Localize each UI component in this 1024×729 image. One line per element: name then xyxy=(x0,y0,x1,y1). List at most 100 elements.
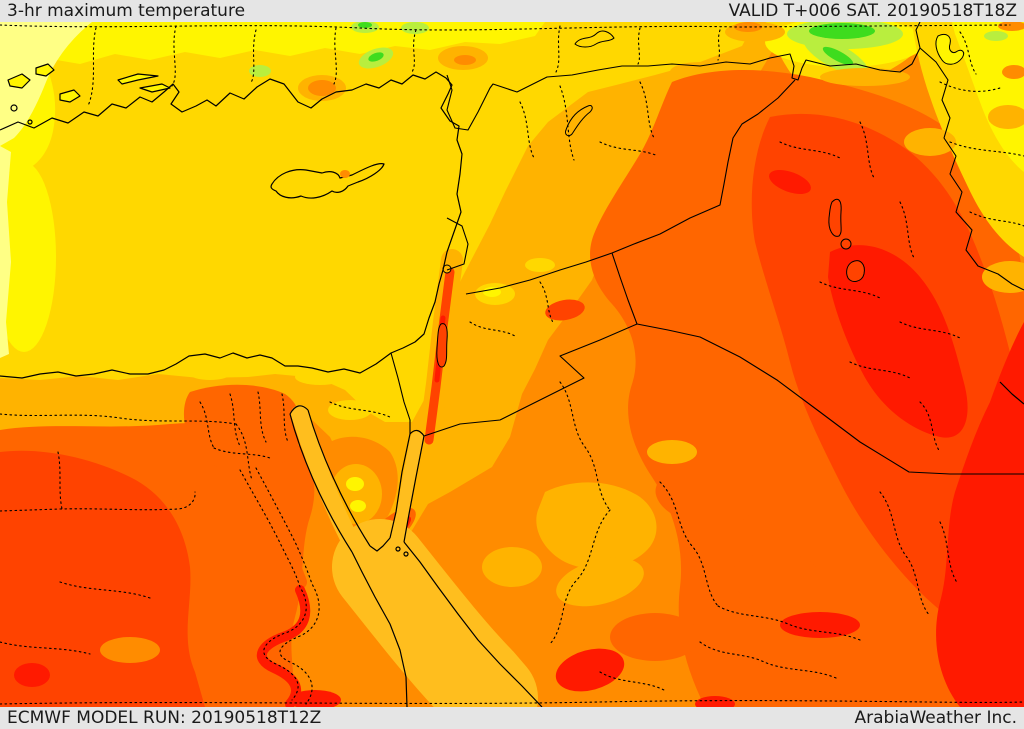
temp-dab-red xyxy=(769,169,811,195)
admin-boundary xyxy=(959,31,977,75)
admin-boundary xyxy=(257,391,267,443)
temp-dab-orange xyxy=(1002,65,1024,79)
admin-boundary xyxy=(229,393,241,447)
temp-dab-orange xyxy=(308,80,336,96)
country-borders xyxy=(390,22,1024,475)
temp-region-red-right-edge xyxy=(936,322,1024,707)
mediterranean-coastline xyxy=(0,71,463,379)
lake-tharthar xyxy=(828,198,842,237)
temp-dab-red-orange xyxy=(545,299,585,321)
aegean-island xyxy=(59,89,81,103)
admin-boundary xyxy=(879,491,931,617)
admin-boundary xyxy=(639,81,655,139)
admin-boundary xyxy=(329,401,393,419)
admin-boundary xyxy=(539,281,555,325)
admin-boundary xyxy=(919,401,941,453)
admin-boundary xyxy=(59,581,151,599)
temp-dab-yellow xyxy=(346,477,364,491)
admin-boundary xyxy=(599,671,665,691)
lake-habbaniyah xyxy=(840,238,852,250)
border-turkey-syria xyxy=(446,22,921,131)
temp-dab-amber xyxy=(820,68,910,86)
admin-boundary xyxy=(281,393,289,443)
admin-boundary xyxy=(519,101,535,159)
cyprus-warm-dot xyxy=(340,170,350,178)
dead-sea xyxy=(436,323,448,368)
admin-boundary xyxy=(899,321,961,339)
temp-dab-gold xyxy=(295,369,345,385)
admin-boundary xyxy=(859,121,875,179)
footer-bar: ECMWF MODEL RUN: 20190518T12Z ArabiaWeat… xyxy=(0,707,1024,729)
aegean-island xyxy=(27,119,33,125)
admin-boundary xyxy=(0,24,1011,31)
sinai-tip-coast xyxy=(369,537,391,552)
admin-boundary xyxy=(235,423,253,481)
gulf-of-suez-head xyxy=(289,405,309,415)
temp-dab-orange xyxy=(100,637,160,663)
aegean-peninsula xyxy=(139,83,171,93)
admin-boundary xyxy=(333,27,337,85)
admin-boundary xyxy=(659,481,719,607)
gulf-of-aqaba-head xyxy=(409,429,425,437)
border-syria-iraq xyxy=(611,79,796,254)
temp-dab-orange xyxy=(998,22,1024,31)
border-iraq-saudi xyxy=(636,323,1024,475)
temp-dab-yellow xyxy=(350,500,366,512)
temp-dab-gold xyxy=(525,258,555,272)
aegean-island xyxy=(35,63,55,77)
temp-dab-red xyxy=(14,663,50,687)
tiran-island xyxy=(403,551,409,557)
temperature-field xyxy=(0,22,1024,707)
admin-boundary xyxy=(57,451,63,510)
admin-boundary xyxy=(939,521,959,585)
valid-time-label: VALID T+006 SAT. 20190518T18Z xyxy=(728,1,1017,21)
temp-region-deep-orange-delta xyxy=(183,384,302,473)
temp-dab-yellow xyxy=(483,287,501,297)
admin-boundary xyxy=(939,81,1001,92)
admin-boundary xyxy=(0,491,196,512)
temp-region-deep-saudi xyxy=(610,613,700,661)
gulf-of-suez-water xyxy=(291,405,361,553)
temp-dab-red xyxy=(780,612,860,638)
credit-label: ArabiaWeather Inc. xyxy=(854,708,1018,728)
admin-boundary xyxy=(199,401,215,449)
border-syria-jordan xyxy=(465,252,613,295)
admin-boundary xyxy=(555,25,561,73)
model-run-label: ECMWF MODEL RUN: 20190518T12Z xyxy=(7,708,322,728)
admin-boundary xyxy=(849,361,911,379)
nile-red-ribbon xyxy=(257,585,311,707)
border-lebanon-syria xyxy=(446,217,469,271)
red-sea-coast-saudi xyxy=(403,541,543,707)
aegean-peninsula xyxy=(117,73,159,85)
admin-boundary xyxy=(559,381,611,511)
temp-region-amber-saudi xyxy=(536,482,657,569)
temp-region-yellow-turkey xyxy=(0,22,545,70)
temp-region-gold-mediterranean xyxy=(0,22,755,422)
gulf-of-aqaba-coast-east xyxy=(403,435,425,543)
admin-boundary xyxy=(0,641,91,655)
temp-dab-orange xyxy=(734,22,762,32)
admin-boundary xyxy=(549,509,611,645)
temp-region-yellow-iran xyxy=(940,22,1024,172)
green-patch-halo xyxy=(401,22,429,34)
admin-boundary xyxy=(637,27,641,65)
header-bar: 3-hr maximum temperature VALID T+006 SAT… xyxy=(0,0,1024,22)
admin-boundary-nile-east xyxy=(255,467,320,705)
red-sea-water xyxy=(332,519,538,707)
temp-dab-gold xyxy=(190,368,230,380)
border-egypt-israel xyxy=(390,352,411,434)
admin-boundary xyxy=(969,211,1024,227)
aegean-island xyxy=(10,104,18,112)
gulf-of-aqaba-coast-west xyxy=(389,433,411,539)
persian-gulf-corner-coast xyxy=(999,381,1024,405)
admin-boundary xyxy=(599,141,659,157)
temp-region-deep-saudi xyxy=(655,468,755,526)
coastlines xyxy=(0,63,1024,707)
green-patch-halo xyxy=(984,31,1008,41)
admin-boundary xyxy=(249,29,257,85)
temp-region-pale-left-sliver xyxy=(0,146,11,358)
green-patch-halo xyxy=(249,65,271,77)
temp-dab-amber xyxy=(988,105,1024,129)
temp-dab-gold xyxy=(328,400,372,420)
